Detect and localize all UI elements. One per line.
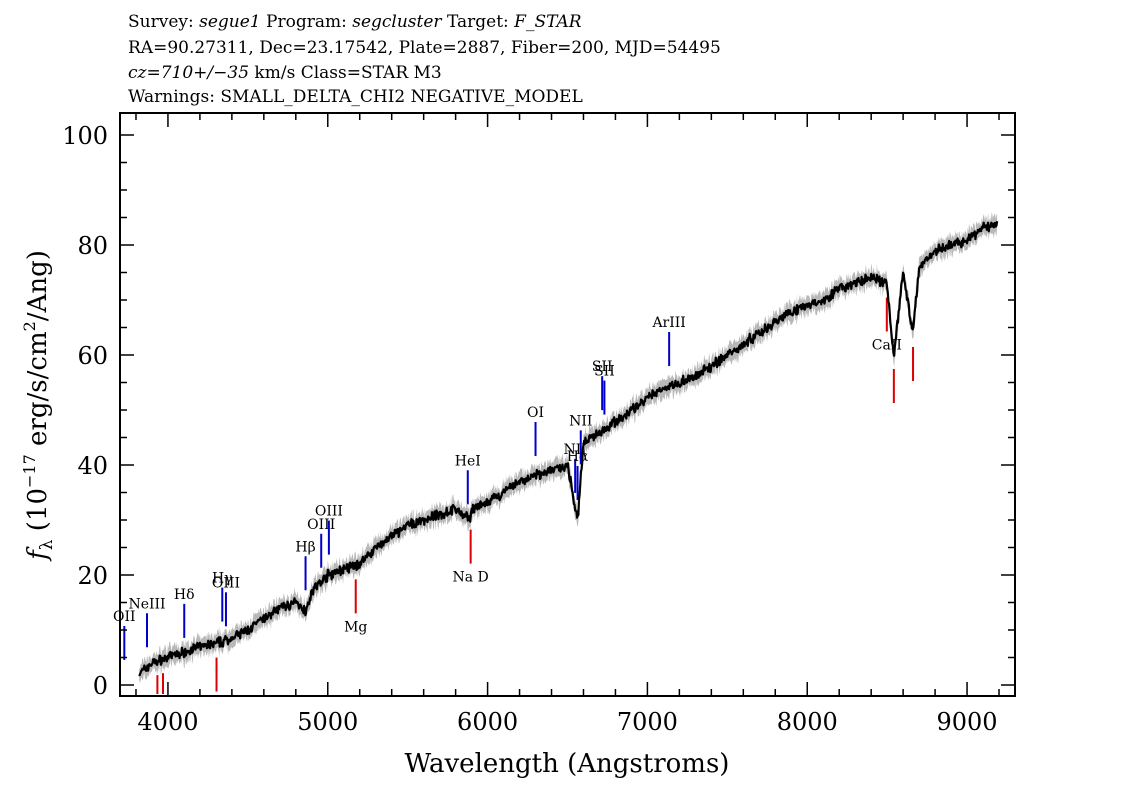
plot-frame xyxy=(119,112,1016,697)
spectrum-series-layer xyxy=(138,221,999,677)
x-tick-label: 4000 xyxy=(137,708,198,736)
survey-label: Survey: xyxy=(128,12,194,32)
emission-line-label: Hδ xyxy=(174,587,195,603)
y-axis-title: fλ (10−17 erg/s/cm2/Ang) xyxy=(20,250,57,562)
cz-value: cz=710+/−35 xyxy=(128,63,250,83)
emission-line-label: OIII xyxy=(315,504,343,520)
emission-line-label: Hγ xyxy=(212,571,233,587)
program-value: segcluster xyxy=(352,12,442,32)
y-axis-title-post: /Ang) xyxy=(23,250,53,321)
emission-line-label: NeIII xyxy=(128,596,165,612)
y-tick-label: 40 xyxy=(77,452,108,480)
y-tick-label: 0 xyxy=(93,672,108,700)
y-axis-title-mid: erg/s/cm xyxy=(23,331,53,454)
absorption-line-label: CaII xyxy=(872,338,902,354)
y-axis-title-exp1: −17 xyxy=(20,454,39,488)
x-axis-title: Wavelength (Angstroms) xyxy=(405,749,730,779)
emission-line-label: OI xyxy=(527,405,544,421)
header-line-2: RA=90.27311, Dec=23.17542, Plate=2887, F… xyxy=(128,38,721,58)
x-tick-label: 9000 xyxy=(937,708,998,736)
emission-line-label: SII xyxy=(594,364,615,380)
header-line-1: Survey: segue1 Program: segcluster Targe… xyxy=(128,12,582,32)
cz-rest: km/s Class=STAR M3 xyxy=(249,63,442,83)
target-value: F_STAR xyxy=(514,12,582,32)
tick-labels-layer: 4000 5000 6000 7000 8000 9000 0 20 40 60 80 100 xyxy=(62,122,997,736)
y-axis-title-exp2: 2 xyxy=(20,321,39,331)
emission-line-label: OII xyxy=(113,609,136,625)
y-axis-title-sub: λ xyxy=(37,539,57,550)
emission-line-label: Hα xyxy=(567,449,589,465)
target-label: Target: xyxy=(446,12,509,32)
emission-line-label: SII xyxy=(592,359,613,375)
absorption-line-label: Mg xyxy=(344,619,367,635)
absorption-line-label: Na D xyxy=(453,570,489,586)
header-line-3: cz=710+/−35 km/s Class=STAR M3 xyxy=(128,63,442,83)
emission-line-label: OIII xyxy=(212,575,240,591)
y-tick-label: 60 xyxy=(77,342,108,370)
emission-line-label: ArIII xyxy=(651,315,685,331)
x-tick-label: 6000 xyxy=(457,708,518,736)
y-tick-label: 100 xyxy=(62,122,108,150)
y-tick-label: 80 xyxy=(77,232,108,260)
emission-line-label: HeI xyxy=(455,453,481,469)
emission-line-label: Hβ xyxy=(295,539,315,555)
ticks-layer xyxy=(120,113,1015,696)
spectrum-line xyxy=(138,221,999,677)
program-label: Program: xyxy=(266,12,347,32)
survey-value: segue1 xyxy=(199,12,261,32)
emission-line-label: NII xyxy=(569,413,592,429)
y-tick-label: 20 xyxy=(77,562,108,590)
x-tick-label: 8000 xyxy=(777,708,838,736)
x-tick-label: 7000 xyxy=(617,708,678,736)
y-axis-title-pre: (10 xyxy=(23,488,53,540)
x-tick-label: 5000 xyxy=(297,708,358,736)
header-line-4: Warnings: SMALL_DELTA_CHI2 NEGATIVE_MODE… xyxy=(128,87,583,107)
